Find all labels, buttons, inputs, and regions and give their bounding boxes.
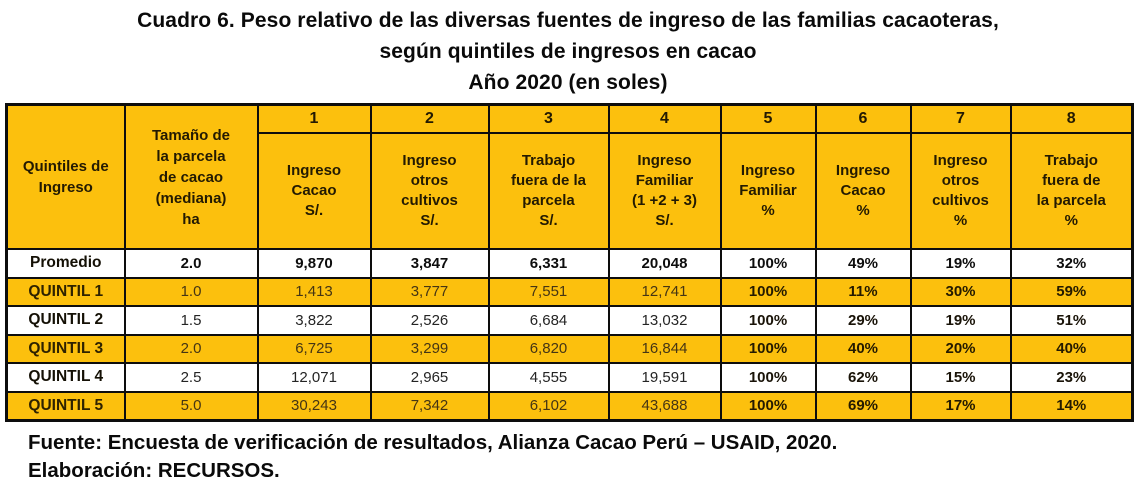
header-quintiles-de-ingreso: Quintiles de Ingreso [5, 103, 126, 250]
table-footnotes: Fuente: Encuesta de verificación de resu… [28, 429, 1136, 485]
cell-value: 40% [1009, 333, 1134, 364]
cell-value: 29% [814, 305, 912, 336]
column-number-3: 3 [487, 103, 610, 134]
header-tamano-parcela: Tamaño de la parcela de cacao (mediana) … [123, 103, 259, 250]
cell-value: 13,032 [607, 305, 722, 336]
column-number-5: 5 [719, 103, 817, 134]
cell-value: 3,822 [256, 305, 372, 336]
cell-value: 100% [719, 305, 817, 336]
cell-value: 43,688 [607, 390, 722, 421]
row-label: QUINTIL 1 [5, 276, 126, 307]
cell-value: 100% [719, 362, 817, 393]
cell-value: 100% [719, 248, 817, 279]
column-label-ingreso-familiar-pct: Ingreso Familiar % [719, 132, 817, 250]
table-header: Quintiles de Ingreso Tamaño de la parcel… [5, 103, 1134, 250]
cell-value: 23% [1009, 362, 1134, 393]
cell-value: 12,741 [607, 276, 722, 307]
cell-value: 1.5 [123, 305, 259, 336]
cell-value: 6,725 [256, 333, 372, 364]
column-number-7: 7 [909, 103, 1012, 134]
cell-value: 30% [909, 276, 1012, 307]
table-body: Promedio 2.0 9,870 3,847 6,331 20,048 10… [5, 248, 1134, 421]
cell-value: 7,342 [369, 390, 490, 421]
cell-value: 51% [1009, 305, 1134, 336]
cell-value: 19% [909, 305, 1012, 336]
header-number-row: Quintiles de Ingreso Tamaño de la parcel… [5, 103, 1134, 250]
cell-value: 30,243 [256, 390, 372, 421]
cell-value: 40% [814, 333, 912, 364]
column-number-1: 1 [256, 103, 372, 134]
cell-value: 6,102 [487, 390, 610, 421]
column-label-trabajo-fuera-soles: Trabajo fuera de la parcela S/. [487, 132, 610, 250]
cell-value: 2,526 [369, 305, 490, 336]
cell-value: 5.0 [123, 390, 259, 421]
cell-value: 59% [1009, 276, 1134, 307]
cell-value: 2,965 [369, 362, 490, 393]
row-label: Promedio [5, 248, 126, 279]
column-label-ingreso-cacao-soles: Ingreso Cacao S/. [256, 132, 372, 250]
column-label-ingreso-cacao-pct: Ingreso Cacao % [814, 132, 912, 250]
cell-value: 62% [814, 362, 912, 393]
header-label-row: Ingreso Cacao S/. Ingreso otros cultivos… [7, 132, 1134, 250]
cell-value: 16,844 [607, 333, 722, 364]
cell-value: 100% [719, 390, 817, 421]
table-row-quintil-3: QUINTIL 3 2.0 6,725 3,299 6,820 16,844 1… [5, 333, 1134, 364]
row-label: QUINTIL 3 [5, 333, 126, 364]
cell-value: 11% [814, 276, 912, 307]
column-number-6: 6 [814, 103, 912, 134]
cell-value: 3,777 [369, 276, 490, 307]
cell-value: 14% [1009, 390, 1134, 421]
column-number-8: 8 [1009, 103, 1134, 134]
column-label-otros-cultivos-pct: Ingreso otros cultivos % [909, 132, 1012, 250]
column-label-otros-cultivos-soles: Ingreso otros cultivos S/. [369, 132, 490, 250]
cell-value: 20% [909, 333, 1012, 364]
cell-value: 17% [909, 390, 1012, 421]
source-note: Fuente: Encuesta de verificación de resu… [28, 430, 838, 454]
table-row-quintil-5: QUINTIL 5 5.0 30,243 7,342 6,102 43,688 … [5, 390, 1134, 421]
income-quintiles-table: Quintiles de Ingreso Tamaño de la parcel… [5, 103, 1134, 422]
column-label-trabajo-fuera-pct: Trabajo fuera de la parcela % [1009, 132, 1134, 250]
row-label: QUINTIL 5 [5, 390, 126, 421]
column-number-4: 4 [607, 103, 722, 134]
cell-value: 6,331 [487, 248, 610, 279]
cell-value: 9,870 [256, 248, 372, 279]
table-row-quintil-4: QUINTIL 4 2.5 12,071 2,965 4,555 19,591 … [5, 362, 1134, 393]
cell-value: 100% [719, 276, 817, 307]
cell-value: 6,684 [487, 305, 610, 336]
cell-value: 1,413 [256, 276, 372, 307]
cell-value: 2.0 [123, 333, 259, 364]
cell-value: 49% [814, 248, 912, 279]
table-title-line-3: Año 2020 (en soles) [468, 71, 668, 94]
cell-value: 6,820 [487, 333, 610, 364]
table-title-line-2: según quintiles de ingresos en cacao [379, 40, 757, 63]
row-label: QUINTIL 4 [5, 362, 126, 393]
cell-value: 12,071 [256, 362, 372, 393]
cell-value: 19% [909, 248, 1012, 279]
table-title-line-1: Cuadro 6. Peso relativo de las diversas … [137, 9, 999, 32]
cell-value: 15% [909, 362, 1012, 393]
cell-value: 32% [1009, 248, 1134, 279]
cell-value: 20,048 [607, 248, 722, 279]
row-label: QUINTIL 2 [5, 305, 126, 336]
cell-value: 2.5 [123, 362, 259, 393]
table-title: Cuadro 6. Peso relativo de las diversas … [0, 0, 1136, 98]
column-number-2: 2 [369, 103, 490, 134]
cell-value: 7,551 [487, 276, 610, 307]
cell-value: 69% [814, 390, 912, 421]
cell-value: 100% [719, 333, 817, 364]
table-row-quintil-1: QUINTIL 1 1.0 1,413 3,777 7,551 12,741 1… [5, 276, 1134, 307]
cell-value: 2.0 [123, 248, 259, 279]
cell-value: 1.0 [123, 276, 259, 307]
table-row-quintil-2: QUINTIL 2 1.5 3,822 2,526 6,684 13,032 1… [5, 305, 1134, 336]
table-row-promedio: Promedio 2.0 9,870 3,847 6,331 20,048 10… [5, 248, 1134, 279]
cell-value: 19,591 [607, 362, 722, 393]
column-label-ingreso-familiar-soles: Ingreso Familiar (1 +2 + 3) S/. [607, 132, 722, 250]
cell-value: 3,299 [369, 333, 490, 364]
cell-value: 4,555 [487, 362, 610, 393]
cell-value: 3,847 [369, 248, 490, 279]
elaboration-note: Elaboración: RECURSOS. [28, 458, 280, 482]
